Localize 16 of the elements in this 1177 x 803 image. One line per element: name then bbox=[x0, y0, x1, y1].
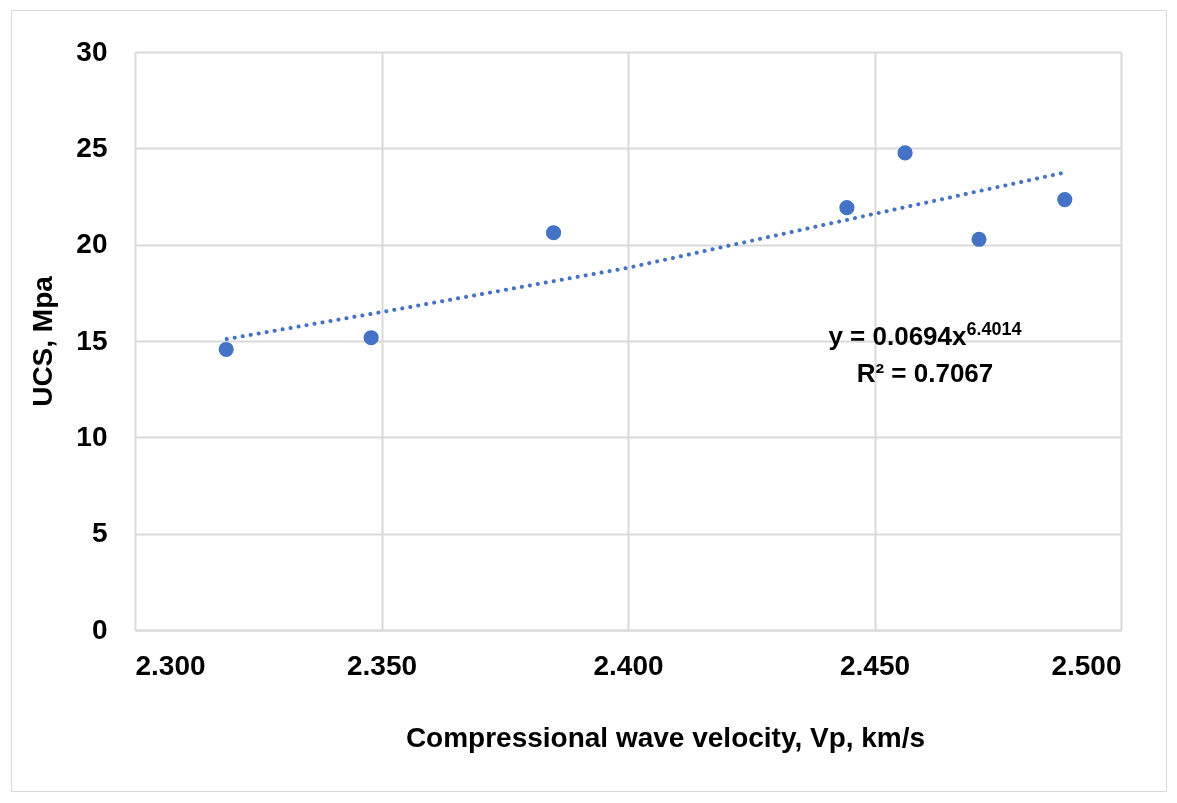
y-tick-label: 0 bbox=[91, 613, 108, 645]
y-tick-label: 10 bbox=[76, 420, 108, 452]
x-tick-label: 2.500 bbox=[1051, 649, 1122, 681]
x-axis-title: Compressional wave velocity, Vp, km/s bbox=[405, 721, 926, 753]
x-tick-label: 2.300 bbox=[135, 649, 206, 681]
y-tick-label: 15 bbox=[76, 324, 108, 356]
x-tick-label: 2.400 bbox=[593, 649, 664, 681]
y-axis-title: UCS, Mpa bbox=[27, 275, 59, 407]
x-tick-label: 2.450 bbox=[839, 649, 911, 681]
x-tick-label: 2.350 bbox=[346, 649, 418, 681]
annotation: R² = 0.7067 bbox=[855, 357, 995, 390]
y-tick-label: 30 bbox=[76, 35, 108, 67]
y-tick-label: 25 bbox=[76, 131, 108, 163]
y-tick-label: 20 bbox=[76, 228, 108, 260]
y-tick-label: 5 bbox=[91, 517, 108, 549]
annotation: y = 0.0694x$^{6.4014}$ bbox=[827, 318, 1023, 353]
